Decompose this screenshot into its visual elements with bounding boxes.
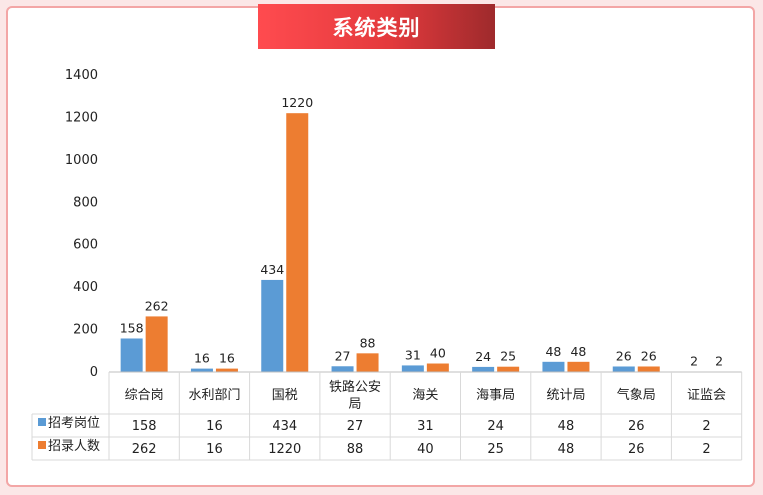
legend-key-2: [38, 441, 46, 449]
bar-value-label: 88: [360, 335, 376, 350]
bar-value-label: 26: [616, 348, 632, 363]
table-value: 48: [558, 442, 575, 457]
bar-series1: [190, 368, 213, 372]
legend-label: 招考岗位: [48, 416, 100, 431]
table-value: 26: [628, 419, 645, 434]
bar-series2: [497, 366, 520, 372]
x-category-label: 海关: [412, 388, 438, 403]
bar-value-label: 2: [715, 354, 723, 369]
bar-series1: [472, 366, 495, 372]
bar-value-label: 158: [120, 320, 144, 335]
table-value: 158: [132, 419, 157, 434]
bar-series2: [356, 353, 379, 372]
table-value: 16: [206, 419, 223, 434]
bar-series1: [120, 338, 143, 372]
legend-label: 招录人数: [48, 439, 100, 454]
x-category-label: 综合岗: [125, 388, 164, 403]
table-value: 2: [702, 419, 710, 434]
bar-value-label: 16: [219, 351, 235, 366]
y-tick-label: 800: [73, 195, 98, 210]
table-value: 24: [487, 419, 504, 434]
bar-value-label: 48: [545, 344, 561, 359]
chart-title: 系统类别: [258, 4, 495, 49]
bar-series2: [567, 361, 590, 372]
bar-value-label: 434: [260, 262, 284, 277]
bar-series2: [215, 368, 238, 372]
table-value: 25: [487, 442, 504, 457]
table-value: 262: [132, 442, 157, 457]
table-value: 31: [417, 419, 434, 434]
table-value: 40: [417, 442, 434, 457]
y-tick-label: 1200: [65, 110, 98, 125]
table-value: 2: [702, 442, 710, 457]
bar-series1: [401, 365, 424, 372]
bar-series1: [542, 361, 565, 372]
table-value: 1220: [268, 442, 301, 457]
bar-value-label: 27: [335, 348, 351, 363]
bar-value-label: 31: [405, 347, 421, 362]
y-tick-label: 600: [73, 238, 98, 253]
bar-value-label: 48: [570, 344, 586, 359]
bar-series2: [426, 363, 449, 372]
table-value: 434: [272, 419, 297, 434]
table-value: 88: [347, 442, 364, 457]
bar-value-label: 25: [500, 349, 516, 364]
bar-series2: [145, 316, 168, 372]
x-category-label: 局: [349, 397, 362, 412]
bar-value-label: 26: [641, 348, 657, 363]
bar-value-label: 16: [194, 351, 210, 366]
bar-series1: [261, 279, 284, 372]
bar-value-label: 24: [475, 349, 491, 364]
y-tick-label: 400: [73, 280, 98, 295]
table-value: 26: [628, 442, 645, 457]
y-tick-label: 1000: [65, 153, 98, 168]
legend-key-1: [38, 418, 46, 426]
bar-value-label: 262: [145, 298, 169, 313]
bar-series2: [286, 113, 309, 372]
y-tick-label: 0: [90, 365, 98, 380]
chart-frame: [6, 6, 755, 487]
x-category-label: 水利部门: [188, 388, 240, 403]
table-value: 16: [206, 442, 223, 457]
x-category-label: 统计局: [546, 388, 585, 403]
x-category-label: 海事局: [476, 388, 515, 403]
table-value: 48: [558, 419, 575, 434]
x-category-label: 气象局: [617, 387, 656, 403]
x-category-label: 铁路公安: [329, 379, 381, 395]
bar-series1: [331, 366, 354, 372]
y-tick-label: 200: [73, 323, 98, 338]
bar-value-label: 2: [690, 354, 698, 369]
bar-value-label: 40: [430, 346, 446, 361]
x-category-label: 证监会: [687, 388, 726, 403]
table-value: 27: [347, 419, 364, 434]
bar-series1: [612, 366, 635, 372]
x-category-label: 国税: [272, 388, 298, 403]
bar-value-label: 1220: [281, 95, 313, 110]
y-tick-label: 1400: [65, 68, 98, 83]
bar-series2: [637, 366, 660, 372]
